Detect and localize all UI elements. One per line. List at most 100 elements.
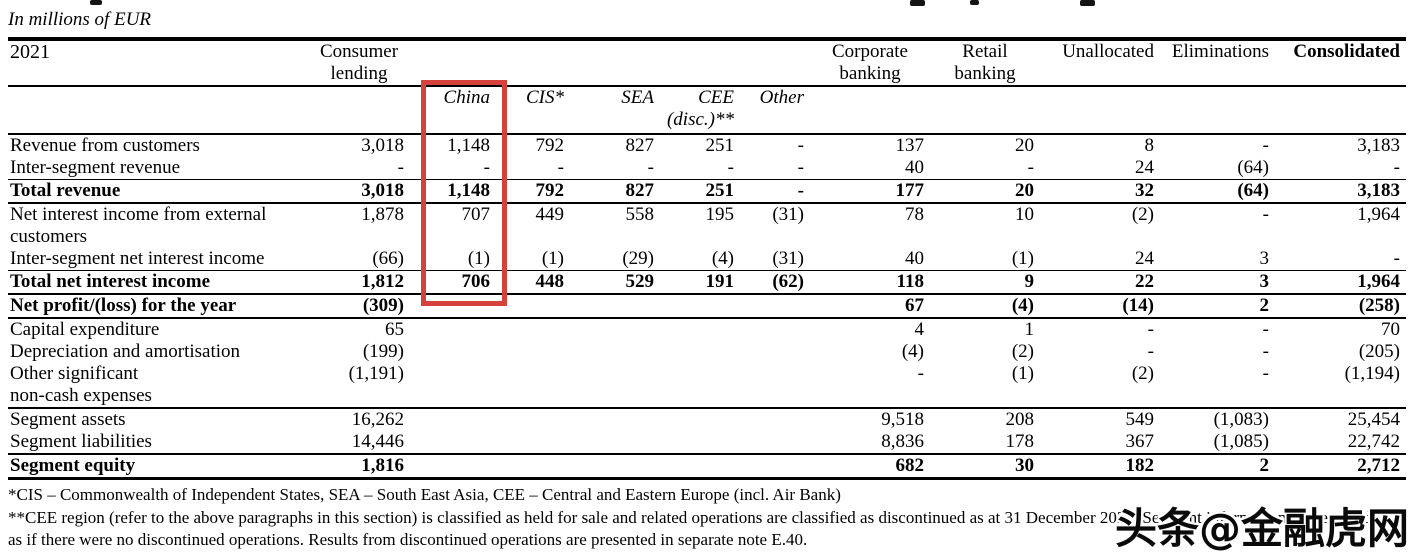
cell-china: 707 (461, 204, 491, 225)
cell-cee (660, 453, 740, 479)
cell-retail-banking: (4) (930, 294, 1040, 319)
cell-cee: 195 (705, 204, 735, 225)
sub-header-other: Other (740, 86, 810, 135)
cell-corporate-banking: 40 (905, 248, 924, 269)
table-row: Other significant non-cash expenses (1,191… (8, 363, 1406, 408)
cell-retail-banking: (1) (1011, 248, 1034, 269)
col-header-corporate-banking: Corporate banking (810, 39, 930, 87)
row-label: Other significant non-cash expenses (8, 363, 308, 408)
cell-corporate-banking: (4) (901, 341, 924, 362)
col-header-year: 2021 (8, 39, 308, 87)
cell-corporate-banking: 78 (905, 204, 924, 225)
cell-unallocated: 367 (1125, 431, 1155, 452)
cell-retail-banking: 20 (930, 179, 1040, 204)
cell-china (410, 363, 496, 408)
cell-eliminations: 2 (1160, 294, 1275, 319)
cell-consumer-lending: (309) (308, 294, 410, 319)
table-row: Segment liabilities 14,446 8,836 178 367 (1,0… (8, 431, 1406, 454)
cell-eliminations: - (1262, 319, 1269, 340)
cell-cee (660, 431, 740, 454)
cell-china (410, 453, 496, 479)
cell-cis (496, 453, 570, 479)
cell-sea: 827 (625, 135, 655, 156)
cell-cis (496, 431, 570, 454)
table-row: Net interest income from external custome… (8, 203, 1406, 248)
cell-cis (496, 363, 570, 408)
cell-cee (660, 363, 740, 408)
cell-other (740, 431, 810, 454)
cell-cee: 191 (660, 270, 740, 295)
cell-china (410, 407, 496, 431)
clipped-text-fragment (1080, 0, 1095, 6)
cell-unallocated: - (1147, 319, 1154, 340)
cell-sea (570, 294, 660, 319)
cell-consumer-lending: (66) (372, 248, 404, 269)
cell-corporate-banking: 4 (914, 319, 925, 340)
cell-unallocated: - (1147, 341, 1154, 362)
cell-retail-banking: 1 (1024, 319, 1035, 340)
cell-corporate-banking: 137 (895, 135, 925, 156)
cell-cis (496, 318, 570, 341)
cell-china: (1) (467, 248, 490, 269)
table-row: Total net interest income 1,812 706 448 529 1… (8, 270, 1406, 295)
cell-consolidated: 2,712 (1275, 453, 1406, 479)
cell-eliminations: - (1262, 363, 1269, 384)
cell-china: 706 (410, 270, 496, 295)
row-label-line: non-cash expenses (10, 385, 152, 406)
col-header-retail-banking: Retail banking (930, 39, 1040, 87)
cell-corporate-banking: - (917, 363, 924, 384)
table-row: Net profit/(loss) for the year (309) 67 (4)… (8, 294, 1406, 319)
cell-sea: 827 (570, 179, 660, 204)
cell-consumer-lending: (1,191) (348, 363, 404, 384)
clipped-text-fragment (970, 0, 979, 5)
cell-cee (660, 318, 740, 341)
cell-retail-banking: 178 (1005, 431, 1035, 452)
cell-corporate-banking: 118 (810, 270, 930, 295)
row-label-line: Net profit/(loss) for the year (10, 295, 237, 316)
row-label-line: customers (10, 226, 88, 247)
segment-table: 2021 Consumer lending Corporate banking … (8, 37, 1406, 480)
clipped-text-fragment (90, 0, 102, 5)
cell-corporate-banking: 177 (810, 179, 930, 204)
cell-consolidated: (258) (1275, 294, 1406, 319)
cell-consolidated: 3,183 (1275, 179, 1406, 204)
cell-retail-banking: 9 (930, 270, 1040, 295)
footnote-cee-disc-2: as if there were no discontinued operati… (8, 530, 808, 549)
cell-consolidated: 1,964 (1275, 270, 1406, 295)
cell-consumer-lending: 3,018 (361, 135, 404, 156)
cell-china (410, 341, 496, 363)
cell-consolidated: 22,742 (1347, 431, 1400, 452)
cell-unallocated: (2) (1131, 204, 1154, 225)
cell-unallocated: 22 (1040, 270, 1160, 295)
cell-china (410, 294, 496, 319)
cell-retail-banking: - (1027, 157, 1034, 178)
cell-china (410, 318, 496, 341)
cell-consolidated: 25,454 (1275, 407, 1406, 431)
header-line: lending (330, 63, 388, 84)
row-label-line: Total net interest income (10, 271, 211, 292)
cell-consumer-lending: 16,262 (308, 407, 410, 431)
spacer-cell (308, 86, 410, 135)
group-header-row: 2021 Consumer lending Corporate banking … (8, 39, 1406, 87)
unit-label: In millions of EUR (8, 9, 152, 30)
cell-corporate-banking: 682 (810, 453, 930, 479)
cell-consolidated: - (1393, 248, 1400, 269)
cell-eliminations: (1,085) (1213, 431, 1269, 452)
row-label-line: Segment equity (10, 455, 136, 476)
row-label: Segment assets (8, 407, 308, 431)
cell-sea (570, 431, 660, 454)
spacer-cell (410, 39, 496, 87)
table-row: Total revenue 3,018 1,148 792 827 251-177 20 32… (8, 179, 1406, 204)
cell-sea (570, 407, 660, 431)
cell-sea (570, 363, 660, 408)
cell-consumer-lending: 3,018 (308, 179, 410, 204)
row-label-line: Segment liabilities (10, 431, 152, 452)
header-line: Retail (962, 41, 1008, 62)
row-label: Inter-segment revenue (8, 157, 308, 180)
cell-corporate-banking: 67 (810, 294, 930, 319)
footnote-cis-sea-cee: *CIS – Commonwealth of Independent State… (8, 485, 841, 504)
row-label-line: Inter-segment net interest income (10, 248, 265, 269)
spacer-cell (1275, 86, 1406, 135)
cell-retail-banking: 20 (1015, 135, 1034, 156)
header-line: Consumer (319, 41, 399, 62)
